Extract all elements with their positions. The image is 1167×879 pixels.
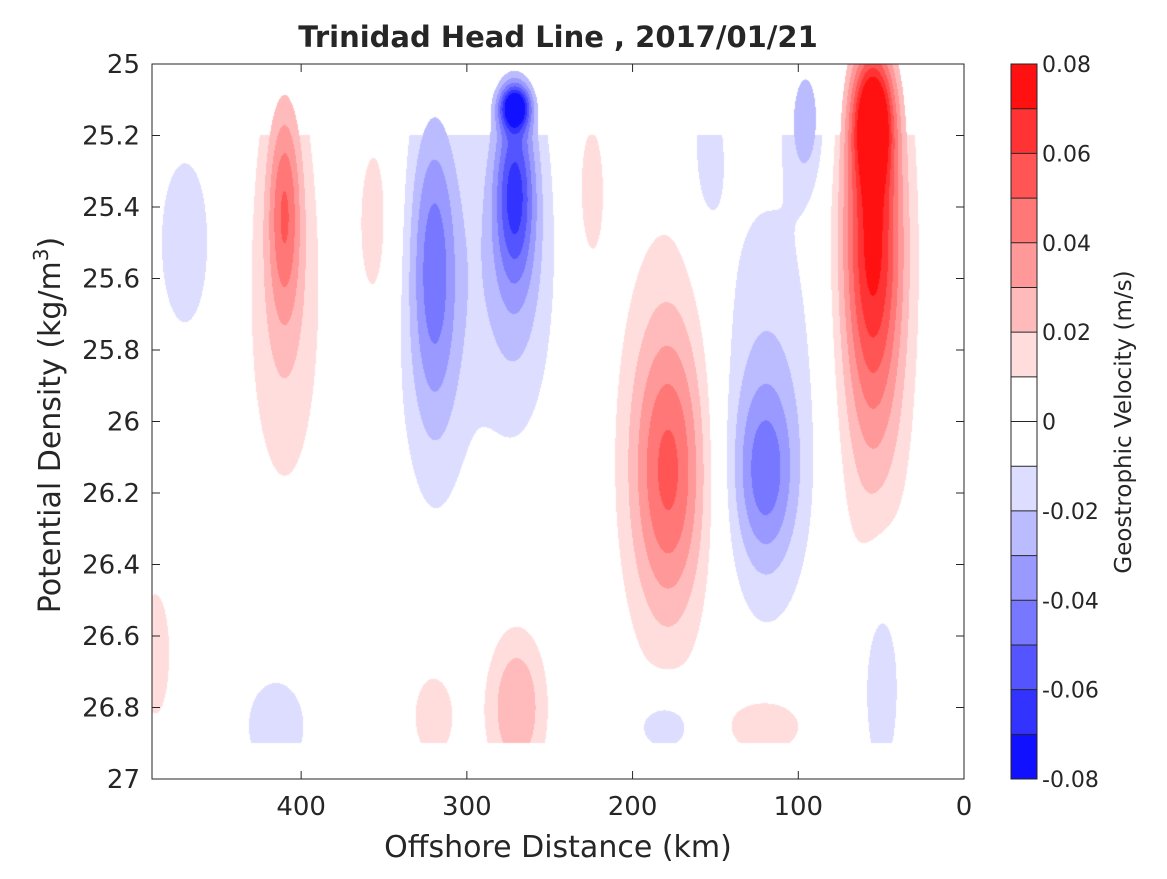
colorbar-segment [1011, 510, 1037, 557]
y-tick-label: 25.2 [82, 122, 140, 152]
contour-field-frame [152, 64, 964, 779]
x-tick-label: 100 [773, 792, 823, 822]
colorbar-tick-label: -0.06 [1042, 679, 1099, 704]
colorbar-segment [1011, 242, 1037, 288]
colorbar-segment [1011, 555, 1037, 601]
chart-title: Trinidad Head Line , 2017/01/21 [298, 20, 818, 54]
plot-frame [151, 63, 965, 780]
y-tick-label: 25.8 [82, 336, 140, 366]
colorbar-tick-label: 0.06 [1042, 142, 1091, 167]
y-tick-label: 27 [107, 765, 140, 795]
colorbar-tick-label: -0.08 [1042, 768, 1099, 793]
colorbar-segment [1011, 466, 1037, 512]
colorbar-segment [1011, 108, 1037, 154]
colorbar-tick-labels: 0.08 0.06 0.04 0.02 0 -0.02 -0.04 -0.06 -0.08 [1042, 53, 1099, 793]
y-tick-label: 26.4 [82, 551, 140, 581]
colorbar-tick-label: 0.08 [1042, 53, 1091, 78]
colorbar-tick-label: 0 [1042, 411, 1056, 436]
y-tick-label: 26 [107, 408, 140, 438]
x-tick-label: 400 [276, 792, 326, 822]
y-tick-label: 25.4 [82, 193, 140, 223]
y-tick-label: 25 [107, 50, 140, 80]
colorbar-segment [1011, 689, 1037, 735]
colorbar-segment [1011, 421, 1037, 467]
colorbar-tick-label: 0.02 [1042, 321, 1091, 346]
y-axis-label-main: Potential Density (kg/m [33, 261, 68, 613]
x-tick-label: 200 [608, 792, 658, 822]
y-tick-label: 26.2 [82, 479, 140, 509]
colorbar-segment [1011, 153, 1037, 199]
colorbar-tick-label: -0.02 [1042, 500, 1099, 525]
colorbar-tick-label: -0.04 [1042, 589, 1099, 614]
colorbar-segment [1011, 376, 1037, 422]
colorbar-segment [1011, 644, 1037, 691]
plot-area [151, 63, 965, 780]
colorbar-segment [1011, 64, 1037, 110]
y-axis-label-sup: 3 [29, 248, 53, 261]
y-tick-label: 26.6 [82, 622, 140, 652]
x-axis-label: Offshore Distance (km) [384, 830, 732, 865]
colorbar-segment [1011, 287, 1037, 333]
colorbar-segment [1011, 600, 1037, 646]
y-tick-label: 26.8 [82, 694, 140, 724]
colorbar-frame [1010, 63, 1038, 780]
colorbar-segment [1011, 332, 1037, 378]
colorbar [1010, 63, 1038, 780]
contour-field [152, 64, 964, 779]
x-tick-labels: 400 300 200 100 0 [276, 792, 972, 822]
colorbar-segment [1011, 198, 1037, 244]
colorbar-label: Geostrophic Velocity (m/s) [1111, 270, 1137, 573]
colorbar-segment [1011, 734, 1037, 780]
x-tick-label: 300 [442, 792, 492, 822]
y-tick-label: 25.6 [82, 265, 140, 295]
y-axis-label: Potential Density (kg/m3) [29, 237, 68, 613]
y-axis-label-tail: ) [33, 237, 68, 249]
colorbar-tick-label: 0.04 [1042, 232, 1091, 257]
y-tick-labels: 25 25.2 25.4 25.6 25.8 26 26.2 26.4 26.6 26.8 27 [82, 50, 140, 795]
x-tick-label: 0 [956, 792, 973, 822]
